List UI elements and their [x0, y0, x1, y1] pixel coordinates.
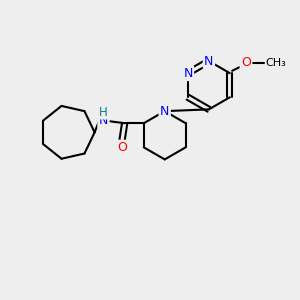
- Text: O: O: [117, 141, 127, 154]
- Text: O: O: [241, 56, 251, 69]
- Text: H: H: [99, 106, 108, 118]
- Text: N: N: [160, 105, 169, 118]
- Text: N: N: [183, 67, 193, 80]
- Text: N: N: [204, 55, 214, 68]
- Text: CH₃: CH₃: [265, 58, 286, 68]
- Text: N: N: [99, 114, 108, 127]
